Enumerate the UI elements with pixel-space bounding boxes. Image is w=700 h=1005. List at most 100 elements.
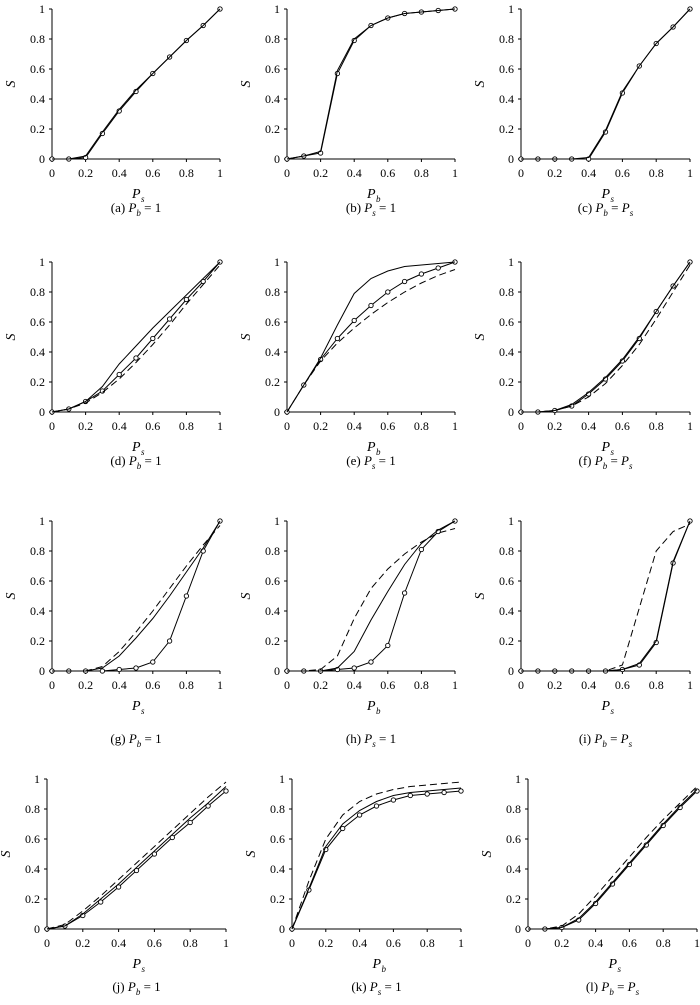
data-point-marker	[223, 788, 229, 794]
x-tick-label: 0	[284, 419, 290, 433]
x-tick-label: 1	[217, 419, 223, 433]
x-tick-label: 0	[49, 419, 55, 433]
y-axis-label: S	[4, 81, 19, 88]
series-line-2	[52, 8, 221, 160]
y-tick-label: 1	[515, 772, 521, 786]
panel-caption: (i) Pb = Ps	[579, 731, 633, 749]
y-tick-label: 0.8	[499, 32, 514, 46]
chart-panel-e: 00.20.40.60.810 0.2 0.4 0.6 0.8 1SP b(e) Ps = …	[239, 255, 458, 471]
y-tick-label: 0.8	[265, 285, 280, 299]
x-tick-label: 0.6	[622, 936, 637, 950]
y-tick-label: 0.6	[499, 315, 514, 329]
y-tick-label: 1	[274, 514, 280, 528]
y-tick-label: 0.8	[25, 802, 40, 816]
caption-part: (c)	[578, 200, 596, 215]
data-point-marker	[340, 825, 346, 832]
y-tick-label: 1	[34, 772, 40, 786]
caption-part: = 1	[381, 979, 401, 994]
y-tick-label: 0.4	[270, 862, 285, 876]
series-line-3-dashed	[46, 781, 227, 930]
caption-part: (b)	[346, 200, 364, 215]
chart-panel-d: 00.20.40.60.810 0.2 0.4 0.6 0.8 1SP s(d) Pb = …	[4, 255, 223, 471]
series-line-3-dashed	[51, 264, 221, 413]
y-tick-label: 0	[39, 664, 45, 678]
series-line-2	[52, 520, 221, 672]
panel-caption: (d) Pb = 1	[110, 453, 161, 471]
x-tick-label: 0.8	[414, 678, 429, 692]
x-axis-label-subscript: b	[376, 706, 381, 716]
x-tick-label: 0.2	[547, 678, 562, 692]
caption-part: P	[594, 200, 603, 215]
caption-part: (k)	[351, 979, 369, 994]
caption-part: P	[627, 979, 636, 994]
axis-lines	[51, 521, 220, 672]
caption-part: s	[636, 987, 640, 997]
x-tick-label: 0.8	[414, 166, 429, 180]
data-point-marker	[424, 791, 430, 797]
caption-part: b	[603, 461, 608, 471]
x-tick-label: 0.4	[112, 678, 127, 692]
x-tick-label: 0.4	[347, 419, 362, 433]
y-tick-label: 0	[508, 152, 514, 166]
caption-part: s	[630, 208, 634, 218]
chart-panel-h: 0 0.2 0.4 0.6 0.8 1 0 0.2 0.4 0.6 0.8 1 S P b (h) Ps = …	[239, 514, 458, 749]
y-tick-label: 1	[279, 772, 285, 786]
y-tick-label: 0.4	[265, 604, 280, 618]
x-axis-label: P	[372, 957, 382, 972]
y-axis-label: S	[473, 334, 488, 341]
y-axis-label: S	[4, 593, 19, 600]
caption-part: P	[621, 200, 630, 215]
panel-caption: (e) Ps = 1	[346, 453, 396, 471]
x-tick-label: 1	[694, 936, 700, 950]
panel-caption: (h) Ps = 1	[346, 731, 396, 749]
data-point-marker	[401, 590, 408, 596]
x-axis-label-subscript: b	[382, 964, 387, 974]
x-tick-label: 0.2	[313, 166, 328, 180]
series-line-3-dashed	[521, 523, 691, 672]
y-tick-label: 0	[515, 922, 521, 936]
panel-caption: (b) Ps = 1	[346, 200, 396, 218]
x-tick-label: 0.6	[145, 166, 160, 180]
y-tick-label: 0.4	[506, 862, 521, 876]
series-line-1	[291, 790, 462, 930]
series-line-1	[521, 261, 691, 413]
data-point-marker	[418, 546, 425, 553]
x-tick-label: 0.6	[380, 419, 395, 433]
caption-part: P	[600, 979, 609, 994]
caption-part: s	[372, 739, 376, 749]
y-tick-label: 0	[34, 922, 40, 936]
x-tick-label: 0.6	[147, 936, 162, 950]
x-tick-label: 0.6	[380, 678, 395, 692]
y-tick-label: 0.8	[30, 32, 45, 46]
axis-lines	[286, 262, 455, 413]
caption-part: s	[629, 461, 633, 471]
y-tick-label: 0.2	[506, 892, 521, 906]
y-axis-label: S	[0, 851, 14, 858]
y-tick-label: 0.8	[30, 544, 45, 558]
y-tick-label: 0.4	[265, 92, 280, 106]
y-tick-label: 0.2	[30, 122, 45, 136]
x-axis-label: P	[601, 187, 611, 202]
panel-caption: (c) Pb = Ps	[578, 200, 634, 218]
x-axis-label: P	[601, 699, 611, 714]
x-tick-label: 1	[452, 678, 458, 692]
series-line-1	[52, 520, 221, 672]
data-point-marker	[385, 289, 391, 295]
x-tick-label: 0.6	[615, 678, 630, 692]
series-line-2	[286, 8, 456, 160]
y-tick-label: 0.6	[30, 315, 45, 329]
series-line-2	[291, 787, 462, 930]
x-tick-label: 0.4	[112, 166, 127, 180]
y-tick-label: 0.6	[265, 62, 280, 76]
data-point-marker	[116, 666, 122, 673]
y-tick-label: 0.4	[265, 345, 280, 359]
x-tick-label: 0.6	[380, 166, 395, 180]
caption-part: P	[593, 731, 602, 746]
chart-panel-k: 0 0.2 0.4 0.6 0.8 1 0 0.2 0.4 0.6 0.8 1 S P b (k) Ps = …	[244, 772, 464, 997]
x-tick-label: 0.8	[656, 936, 671, 950]
x-tick-label: 1	[223, 936, 229, 950]
x-tick-label: 1	[217, 166, 223, 180]
y-tick-label: 0.2	[265, 375, 280, 389]
x-tick-label: 0.2	[547, 419, 562, 433]
y-tick-label: 0.4	[499, 604, 514, 618]
